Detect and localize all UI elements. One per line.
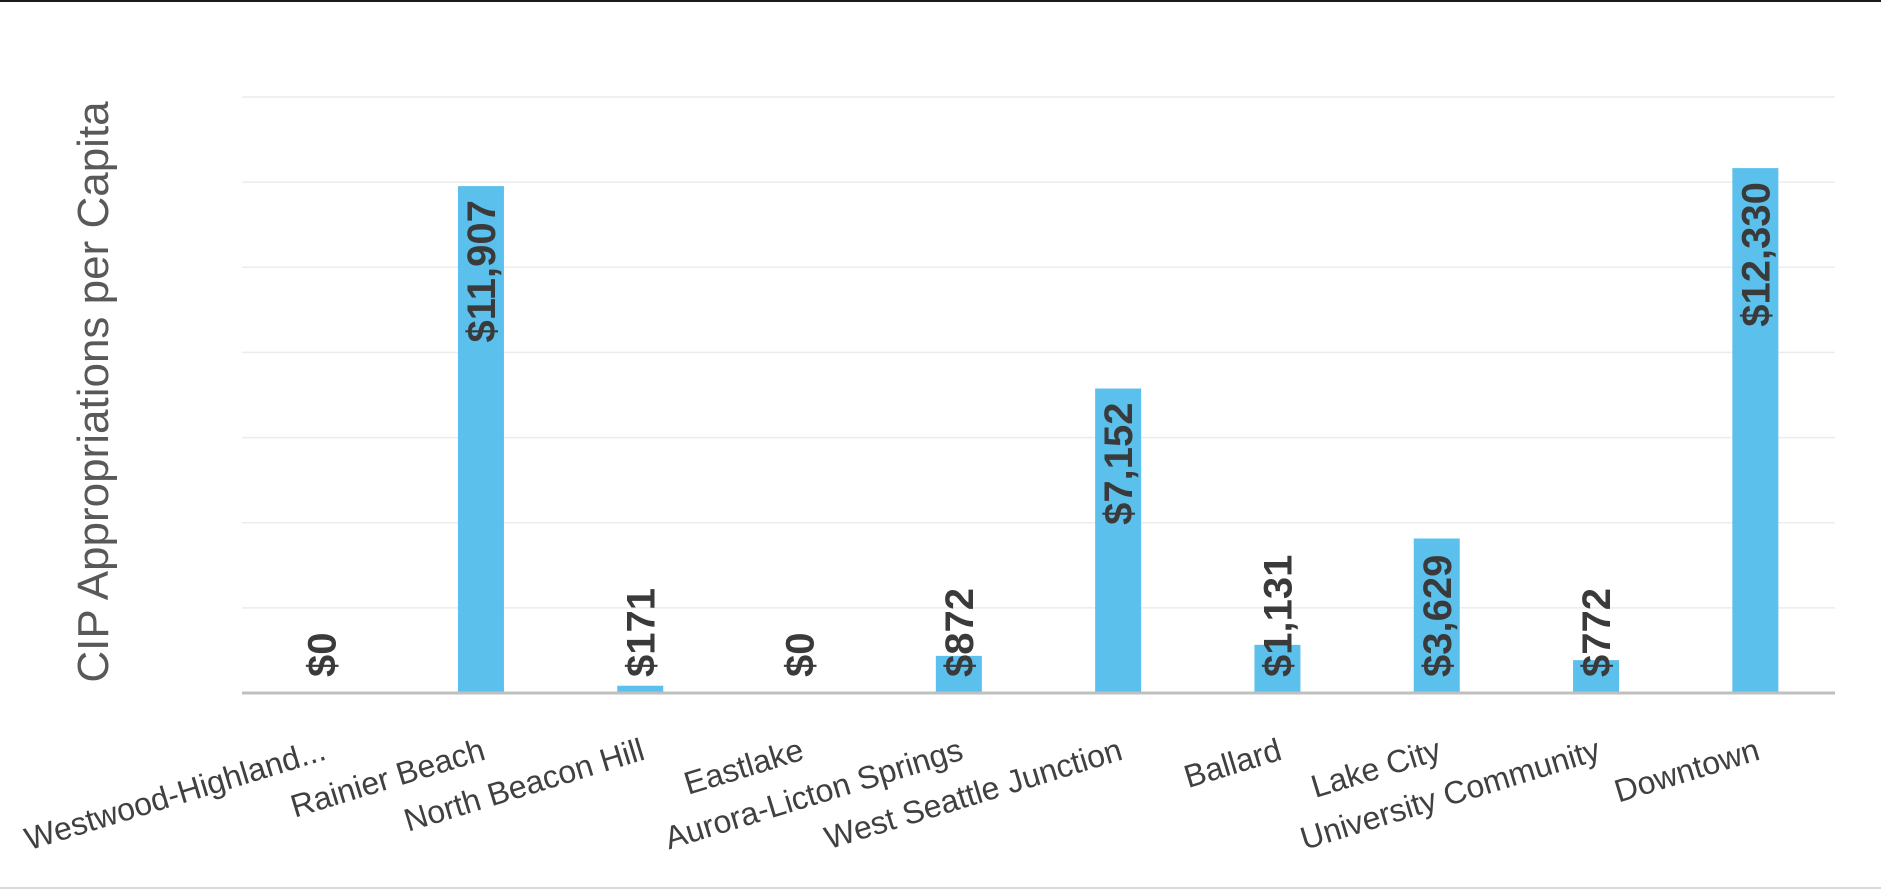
data-label: $872 <box>938 588 982 677</box>
x-tick-label: Downtown <box>1610 731 1763 809</box>
y-axis-label: CIP Appropriations per Capita <box>69 101 118 683</box>
data-label: $0 <box>301 633 345 678</box>
data-label: $171 <box>619 588 663 677</box>
data-label: $1,131 <box>1256 555 1300 677</box>
data-label: $11,907 <box>460 200 504 342</box>
data-label: $3,629 <box>1416 555 1460 677</box>
data-label: $12,330 <box>1734 182 1778 327</box>
data-label: $7,152 <box>1097 403 1141 525</box>
x-tick-label: Westwood-Highland... <box>20 731 329 857</box>
data-labels: $0 $11,907 $171 $0 $872 $7,152 $1,131 $3,629 $77… <box>301 182 1779 677</box>
data-label: $772 <box>1575 588 1619 677</box>
data-label: $0 <box>779 633 823 678</box>
x-tick-label: Ballard <box>1180 731 1286 795</box>
